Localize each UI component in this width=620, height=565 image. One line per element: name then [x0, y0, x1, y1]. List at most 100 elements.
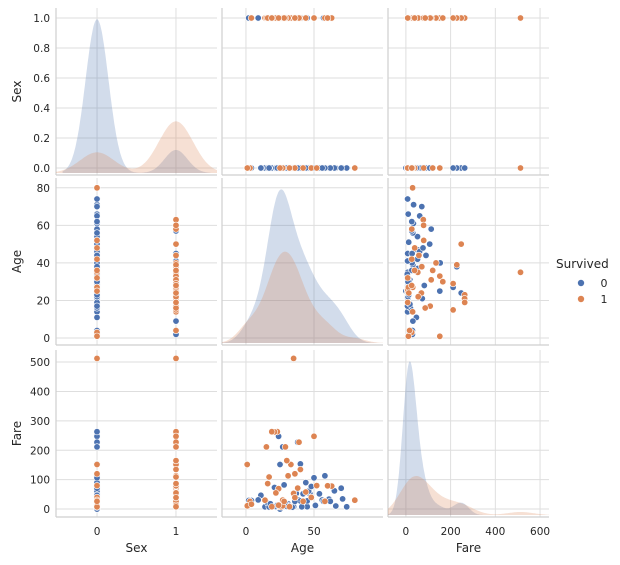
y-tick-label: 200	[30, 445, 50, 457]
x-tick-label: 50	[307, 526, 320, 538]
scatter-point-survived-1	[93, 287, 101, 295]
panel-sex-vs-sex	[56, 8, 217, 176]
scatter-point-survived-1	[427, 276, 435, 284]
scatter-point-survived-1	[93, 482, 101, 490]
x-tick-label: 0	[94, 526, 101, 538]
scatter-point-survived-1	[411, 266, 419, 274]
scatter-point-survived-1	[461, 298, 469, 306]
scatter-point-survived-1	[302, 14, 310, 22]
scatter-point-survived-1	[172, 281, 180, 289]
scatter-point-survived-1	[172, 326, 180, 334]
y-tick-label: 0.4	[33, 103, 50, 115]
scatter-point-survived-0	[449, 164, 457, 172]
scatter-point-survived-1	[283, 457, 291, 465]
scatter-point-survived-0	[311, 501, 319, 509]
scatter-point-survived-1	[429, 164, 437, 172]
scatter-point-survived-1	[172, 298, 180, 306]
panel-background	[222, 178, 383, 345]
scatter-point-survived-0	[404, 195, 412, 203]
kde-fill-survived-1	[222, 251, 383, 343]
scatter-point-survived-1	[321, 497, 329, 505]
scatter-point-survived-1	[93, 244, 101, 252]
scatter-point-survived-1	[457, 240, 465, 248]
scatter-point-survived-1	[172, 432, 180, 440]
scatter-point-survived-0	[420, 281, 428, 289]
scatter-point-survived-0	[280, 481, 288, 489]
scatter-point-survived-1	[264, 480, 272, 488]
x-axis-label: Sex	[126, 541, 148, 555]
scatter-point-survived-1	[172, 503, 180, 511]
panel-sex-vs-age	[221, 8, 383, 176]
scatter-point-survived-1	[276, 164, 284, 172]
scatter-point-survived-1	[421, 14, 429, 22]
scatter-point-survived-1	[285, 164, 293, 172]
scatter-point-survived-0	[315, 490, 323, 498]
legend-label-survived-1: 1	[601, 293, 608, 306]
scatter-point-survived-1	[405, 289, 413, 297]
y-tick-label: 400	[30, 386, 50, 398]
scatter-point-survived-1	[404, 274, 412, 282]
scatter-point-survived-0	[337, 484, 345, 492]
scatter-point-survived-1	[420, 221, 428, 229]
scatter-point-survived-1	[313, 164, 321, 172]
y-tick-label: 0.8	[33, 43, 50, 55]
scatter-point-survived-1	[93, 266, 101, 274]
scatter-point-survived-1	[415, 251, 423, 259]
scatter-point-survived-0	[426, 240, 434, 248]
scatter-point-survived-1	[262, 443, 270, 451]
scatter-point-survived-1	[93, 236, 101, 244]
scatter-point-survived-1	[272, 489, 280, 497]
scatter-point-survived-0	[422, 251, 430, 259]
legend-marker-survived-1	[577, 295, 585, 303]
kde-fill-survived-0	[62, 19, 211, 174]
scatter-point-survived-1	[302, 488, 310, 496]
scatter-point-survived-1	[420, 236, 428, 244]
x-tick-label: 0	[243, 526, 250, 538]
scatter-point-survived-1	[439, 278, 447, 286]
x-axis-label: Age	[291, 541, 314, 555]
panel-background	[222, 350, 383, 517]
scatter-point-survived-0	[461, 164, 469, 172]
y-tick-label: 0.0	[33, 163, 50, 175]
scatter-point-survived-1	[516, 268, 524, 276]
scatter-point-survived-0	[276, 460, 284, 468]
y-tick-label: 1.0	[33, 13, 50, 25]
scatter-point-survived-0	[427, 225, 435, 233]
y-axis-label: Sex	[10, 81, 24, 103]
scatter-point-survived-0	[405, 238, 413, 246]
scatter-point-survived-1	[429, 266, 437, 274]
scatter-point-survived-1	[351, 164, 359, 172]
scatter-point-survived-1	[299, 497, 307, 505]
scatter-point-survived-0	[332, 502, 340, 510]
scatter-point-survived-1	[404, 14, 412, 22]
legend: Survived 0 1	[556, 257, 609, 306]
panel-age-vs-age	[222, 178, 383, 346]
scatter-point-survived-0	[408, 218, 416, 226]
scatter-point-survived-1	[275, 501, 283, 509]
scatter-point-survived-1	[414, 293, 422, 301]
scatter-point-survived-1	[268, 428, 276, 436]
y-tick-label: 80	[37, 183, 50, 195]
scatter-point-survived-1	[93, 184, 101, 192]
y-tick-label: 0	[43, 333, 50, 345]
x-tick-label: 1	[173, 526, 180, 538]
scatter-point-survived-1	[516, 14, 524, 22]
legend-label-survived-0: 0	[601, 277, 608, 290]
scatter-point-survived-0	[93, 313, 101, 321]
panel-fare-vs-fare	[388, 350, 549, 518]
scatter-point-survived-0	[257, 164, 265, 172]
scatter-point-survived-1	[404, 332, 412, 340]
y-tick-label: 100	[30, 475, 50, 487]
scatter-point-survived-1	[408, 225, 416, 233]
scatter-point-survived-1	[172, 266, 180, 274]
scatter-point-survived-1	[275, 14, 283, 22]
scatter-point-survived-1	[172, 354, 180, 362]
scatter-point-survived-1	[324, 14, 332, 22]
scatter-point-survived-1	[436, 332, 444, 340]
scatter-point-survived-0	[310, 474, 318, 482]
scatter-point-survived-0	[93, 302, 101, 310]
x-axis-label: Fare	[456, 541, 481, 555]
scatter-point-survived-1	[93, 255, 101, 263]
scatter-point-survived-1	[243, 164, 251, 172]
